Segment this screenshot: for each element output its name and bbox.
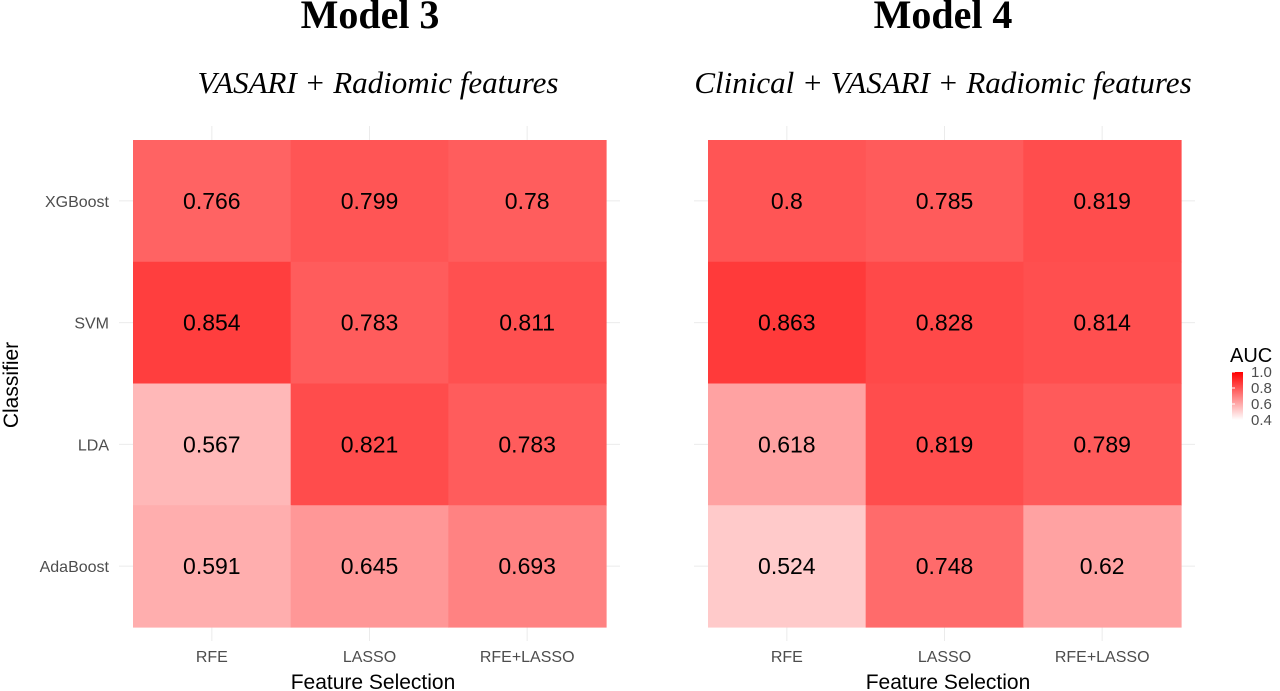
cell-value-label: 0.618 [758,431,816,457]
heatmap-cell [708,383,867,506]
heatmap-cell [448,261,607,385]
y-tick-label: AdaBoost [40,559,110,576]
heatmap-cell [448,505,607,628]
y-tick-labels: XGBoost SVM LDA AdaBoost [40,194,110,576]
cell-value-label: 0.591 [183,553,241,579]
heatmap-cell [448,140,607,263]
y-axis-label: Classifier [0,342,23,428]
cell-value-label: 0.854 [183,310,241,336]
heatmap-model-4: Model 4 Clinical + VASARI + Radiomic fea… [694,0,1196,691]
heatmap-cell [708,505,867,628]
x-tick-labels: RFE LASSO RFE+LASSO [196,649,575,666]
cell-value-label: 0.819 [1073,188,1131,214]
heatmap-cell [290,383,449,506]
cell-value-label: 0.62 [1080,553,1125,579]
heatmap-cell [448,383,607,506]
x-axis-label: Feature Selection [866,671,1031,691]
heatmap-cell [865,505,1024,628]
x-tick-label: RFE [771,649,803,666]
heatmap-cell [708,261,867,385]
y-tick-label: SVM [74,316,109,333]
heatmap-model-3: Model 3 VASARI + Radiomic features 0.766… [0,0,621,691]
panel-subtitle: Clinical + VASARI + Radiomic features [694,65,1191,100]
x-tick-label: LASSO [343,649,396,666]
color-legend: AUC 1.00.80.60.4 [1230,345,1272,429]
cell-value-label: 0.789 [1073,431,1131,457]
x-axis-label: Feature Selection [291,671,456,691]
cell-value-label: 0.78 [505,188,550,214]
heatmap-cell [865,140,1024,263]
cell-value-label: 0.783 [341,310,399,336]
heatmap-cell [1023,505,1182,628]
heatmap-cell [708,140,867,263]
cell-value-label: 0.693 [498,553,556,579]
cell-value-label: 0.814 [1073,310,1131,336]
heatmap-tiles [133,140,607,628]
cell-value-label: 0.8 [771,188,803,214]
panel-title: Model 4 [874,0,1013,37]
cell-value-label: 0.819 [916,431,974,457]
y-tick-label: XGBoost [45,194,110,211]
heatmap-cell [290,140,449,263]
cell-value-label: 0.828 [916,310,974,336]
heatmap-cell [1023,261,1182,385]
heatmap-cell [290,261,449,385]
heatmap-cell [133,140,292,263]
legend-tick-label: 0.4 [1251,412,1272,429]
cell-value-label: 0.748 [916,553,974,579]
cell-value-label: 0.766 [183,188,241,214]
x-tick-labels: RFE LASSO RFE+LASSO [771,649,1150,666]
legend-colorbar [1232,372,1243,420]
heatmap-cell [1023,140,1182,263]
cell-value-label: 0.645 [341,553,399,579]
legend-tick-label: 1.0 [1251,364,1272,381]
heatmap-cell [1023,383,1182,506]
x-tick-label: RFE [196,649,228,666]
cell-value-label: 0.783 [498,431,556,457]
heatmap-cell [133,505,292,628]
x-tick-label: RFE+LASSO [480,649,575,666]
cell-value-label: 0.821 [341,431,399,457]
cell-value-label: 0.567 [183,431,241,457]
panel-subtitle: VASARI + Radiomic features [198,65,559,100]
heatmap-cell [290,505,449,628]
cell-value-label: 0.863 [758,310,816,336]
heatmap-cell [133,383,292,506]
cell-value-label: 0.811 [499,310,555,336]
legend-tick-label: 0.6 [1251,396,1272,413]
heatmap-cell [865,383,1024,506]
panel-title: Model 3 [301,0,440,37]
x-tick-label: RFE+LASSO [1055,649,1150,666]
cell-value-label: 0.785 [916,188,974,214]
heatmap-cell [133,261,292,385]
legend-tick-label: 0.8 [1251,380,1272,397]
cell-value-label: 0.524 [758,553,816,579]
heatmap-cell-labels: 0.8 0.785 0.819 0.863 0.828 0.814 0.618 0.819 0.… [758,188,1131,579]
heatmap-cell-labels: 0.766 0.799 0.78 0.854 0.783 0.811 0.567 0.821 0… [183,188,556,579]
heatmap-cell [865,261,1024,385]
y-tick-label: LDA [78,437,109,454]
legend-tick-labels: 1.00.80.60.4 [1232,364,1272,429]
heatmap-tiles [708,140,1182,628]
cell-value-label: 0.799 [341,188,399,214]
legend-title: AUC [1230,345,1272,367]
x-tick-label: LASSO [918,649,971,666]
